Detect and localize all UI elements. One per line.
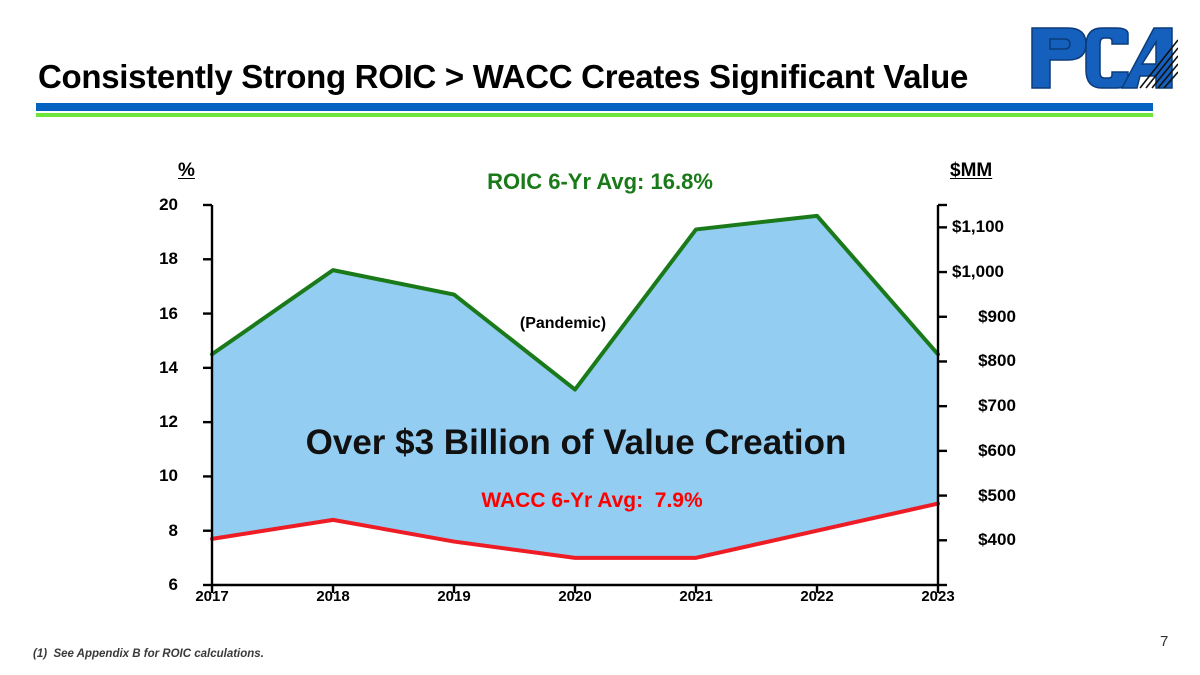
plot-area [203,203,947,593]
left-tick-label: 8 [168,520,178,540]
right-tick-label: $800 [978,351,1016,371]
right-tick-label: $900 [978,306,1016,326]
left-tick-label: 6 [168,575,178,594]
x-tick-label: 2019 [437,588,471,605]
roic-wacc-chart: % $MM ROIC 6-Yr Avg: 16.8% (Pandemic) Ov… [0,140,1200,620]
title-rule-blue [36,103,1153,111]
x-tick-label: 2022 [800,588,834,605]
roic-average-annotation: ROIC 6-Yr Avg: 16.8% [487,169,713,194]
left-axis-title: % [178,160,195,181]
wacc-average-annotation: WACC 6-Yr Avg: 7.9% [481,489,703,512]
page-title: Consistently Strong ROIC > WACC Creates … [38,58,968,95]
x-tick-label: 2017 [195,588,229,605]
left-tick-label: 16 [159,303,178,323]
x-tick-label: 2020 [558,588,592,605]
x-tick-label: 2021 [679,588,713,605]
left-tick-label: 18 [159,249,178,269]
left-tick-label: 10 [159,466,178,486]
right-tick-label: $500 [978,485,1016,505]
right-axis-title: $MM [950,160,993,181]
pca-logo [1028,22,1179,94]
value-creation-annotation: Over $3 Billion of Value Creation [305,423,847,462]
x-tick-label: 2023 [921,588,955,605]
pandemic-annotation: (Pandemic) [519,315,607,332]
left-tick-label: 14 [159,357,178,377]
page-number: 7 [1160,633,1169,650]
title-rule-green [36,113,1153,117]
left-tick-label: 12 [159,412,178,432]
right-tick-label: $1,000 [952,262,1004,282]
right-tick-label: $600 [978,440,1016,460]
left-tick-label: 20 [159,195,178,214]
right-tick-label: $400 [978,530,1016,550]
x-tick-label: 2018 [316,588,350,605]
right-tick-label: $700 [978,396,1016,416]
footnote: (1) See Appendix B for ROIC calculations… [33,648,264,660]
right-tick-label: $1,100 [952,217,1004,237]
